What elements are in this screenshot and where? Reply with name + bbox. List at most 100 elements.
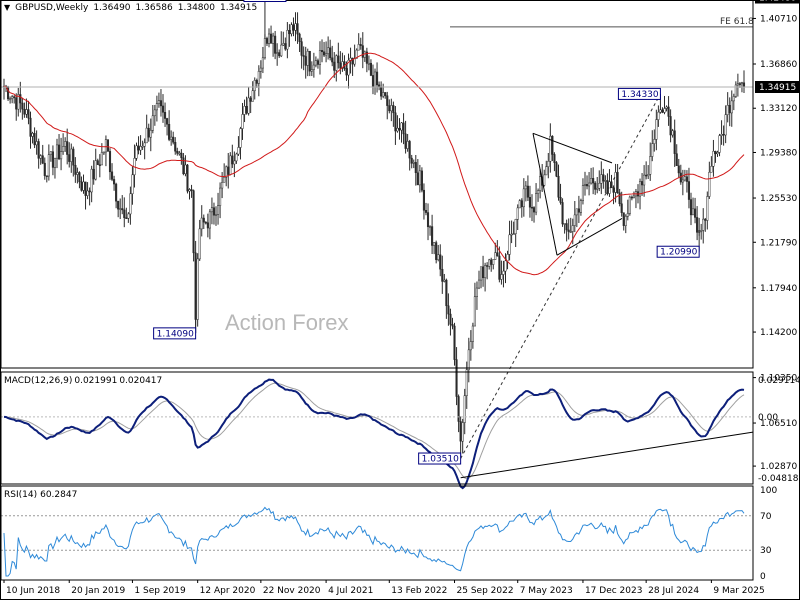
rsi-tick-label: 0: [760, 572, 766, 582]
candle-body: [577, 208, 580, 213]
candle-body: [473, 296, 476, 327]
candle-body: [292, 24, 295, 31]
candle-body: [172, 136, 175, 143]
price-annotation-box: [153, 327, 197, 340]
price-annotation-box: [418, 452, 462, 465]
candle-body: [373, 71, 377, 88]
candle-body: [64, 141, 67, 147]
candle-body: [102, 151, 105, 154]
candle-body: [696, 217, 699, 233]
triangle-upper-line: [532, 132, 613, 164]
candle-body: [308, 51, 311, 72]
candle-body: [15, 97, 18, 110]
ohlc-close: 1.34915: [219, 3, 258, 13]
candle-body: [459, 421, 462, 442]
x-tick-label: 12 Apr 2020: [200, 586, 256, 596]
candle-body: [231, 155, 234, 165]
y-tick-label: 1.10350: [760, 374, 797, 384]
candle-body: [21, 102, 24, 110]
candle-body: [245, 106, 248, 114]
candle-body: [147, 127, 150, 138]
candle-body: [512, 233, 515, 235]
candle-body: [92, 168, 95, 180]
candle-body: [229, 155, 232, 175]
candle-body: [86, 190, 89, 196]
candle-body: [581, 185, 585, 201]
candle-body: [337, 55, 340, 64]
candle-body: [159, 100, 163, 107]
candle-body: [663, 108, 666, 113]
candle-body: [740, 82, 744, 85]
candle-body: [579, 200, 582, 213]
candle-body: [261, 57, 264, 69]
candle-body: [263, 38, 266, 59]
candle-body: [190, 189, 193, 191]
watermark: Action Forex: [225, 310, 349, 335]
candle-body: [484, 265, 487, 279]
candle-body: [738, 83, 741, 85]
candle-body: [300, 41, 303, 56]
candle-body: [223, 176, 226, 183]
candle-body: [35, 141, 38, 146]
macd-trendline: [460, 431, 754, 479]
y-tick-label: 1.21790: [760, 238, 797, 248]
candle-body: [449, 313, 452, 325]
candle-body: [214, 214, 218, 216]
candle-body: [323, 51, 326, 56]
candle-body: [27, 109, 30, 119]
candle-body: [198, 228, 201, 260]
candle-body: [539, 176, 542, 191]
candle-body: [429, 226, 432, 228]
candle-body: [367, 62, 370, 65]
candle-body: [490, 259, 493, 265]
candle-body: [626, 213, 629, 217]
candle-body: [392, 105, 395, 114]
candle-body: [716, 152, 719, 155]
candle-body: [726, 104, 729, 115]
candle-body: [585, 184, 589, 187]
candle-body: [369, 62, 372, 76]
candle-body: [518, 200, 521, 209]
candle-body: [643, 174, 646, 186]
candle-body: [51, 151, 54, 168]
chart-header: ▼ GBPUSD,Weekly 1.36490 1.36586 1.34800 1.349…: [4, 3, 262, 13]
macd-signal-value: 0.020417: [119, 376, 163, 386]
x-tick-label: 20 Jan 2019: [71, 586, 125, 596]
candle-body: [347, 60, 350, 76]
candle-body: [496, 252, 499, 257]
x-tick-label: 25 Sep 2022: [457, 586, 514, 596]
candle-body: [416, 172, 419, 186]
triangle-lower-line: [556, 218, 623, 256]
candle-body: [280, 44, 283, 57]
candle-body: [704, 218, 707, 221]
candle-body: [96, 160, 99, 165]
fe-label: FE 61.8: [720, 17, 754, 27]
candle-body: [251, 90, 254, 102]
candle-body: [453, 325, 456, 360]
candle-body: [84, 181, 87, 196]
candle-body: [710, 166, 713, 173]
y-tick-label: 1.33120: [760, 104, 797, 114]
candle-body: [543, 174, 546, 186]
candle-body: [192, 190, 195, 254]
candle-body: [78, 172, 81, 183]
candle-body: [714, 150, 717, 155]
triangle-down-icon[interactable]: ▼: [4, 3, 11, 12]
candle-body: [388, 105, 391, 112]
candle-body: [406, 141, 409, 149]
candle-body: [82, 181, 85, 191]
candle-body: [318, 50, 322, 65]
candle-body: [718, 135, 721, 153]
candle-body: [451, 324, 454, 327]
candle-body: [689, 199, 693, 216]
candle-body: [265, 38, 269, 44]
candle-body: [29, 117, 32, 137]
candle-body: [683, 176, 686, 181]
candle-body: [361, 45, 364, 58]
candle-body: [127, 213, 130, 219]
candle-body: [296, 23, 299, 35]
x-tick-label: 9 Mar 2025: [713, 586, 764, 596]
candle-body: [667, 106, 670, 117]
candle-body: [475, 287, 478, 297]
